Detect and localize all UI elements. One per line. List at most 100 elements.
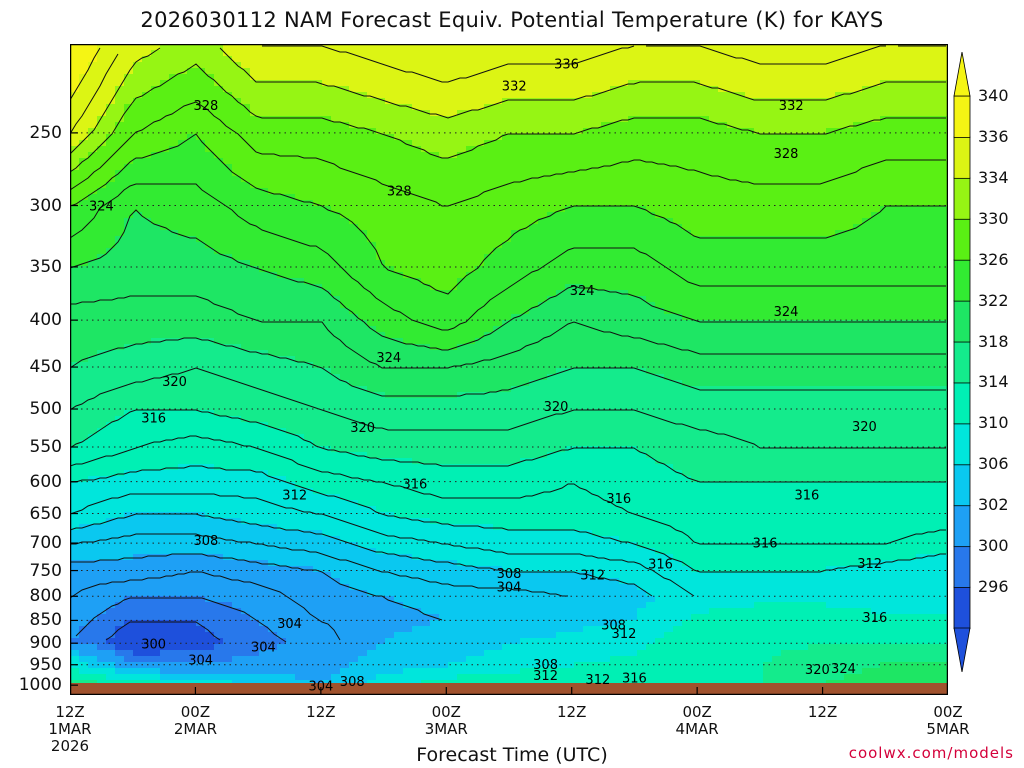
contour-label: 320 [852, 420, 877, 435]
contour-value-labels: 3363323323283283283243243243243203203203… [89, 57, 887, 694]
x-tick-label-line: 4MAR [675, 720, 719, 738]
colorbar-swatch [953, 300, 971, 343]
colorbar-label-310: 310 [978, 413, 1009, 433]
x-tick-label-line: 12Z [807, 703, 838, 721]
contour-label: 316 [606, 492, 631, 507]
ground-strip [70, 683, 948, 695]
y-tick-label-1000: 1000 [18, 675, 62, 696]
colorbar-swatch [953, 422, 971, 466]
colorbar-label-318: 318 [978, 331, 1009, 351]
y-tick-label-500: 500 [29, 399, 62, 420]
x-tick-label: 00Z 3MAR [406, 704, 486, 755]
colorbar-label-330: 330 [978, 208, 1009, 228]
axis-ticks [70, 132, 948, 695]
contour-label: 308 [340, 675, 365, 690]
contour-330 [70, 133, 946, 295]
contour-label: 308 [193, 534, 218, 549]
colorbar-label-326: 326 [978, 249, 1009, 269]
contour-label: 304 [277, 617, 302, 632]
colorbar-label-314: 314 [978, 372, 1009, 392]
contour-label: 332 [779, 99, 804, 114]
contour-320 [70, 367, 946, 449]
y-tick-label-550: 550 [29, 436, 62, 457]
colorbar-top-arrow [953, 52, 971, 97]
x-axis-title: Forecast Time (UTC) [416, 744, 608, 766]
x-tick-label-line [783, 721, 863, 738]
contour-300 [105, 621, 221, 641]
contour-label: 312 [857, 557, 882, 572]
colorbar-swatch [953, 504, 971, 548]
x-tick-label-line: 00Z [431, 703, 461, 721]
contour-label: 316 [648, 558, 673, 573]
colorbar-label-334: 334 [978, 167, 1009, 187]
contour-338 [70, 45, 946, 135]
contour-label: 324 [376, 351, 401, 366]
contour-label: 320 [805, 663, 830, 678]
y-tick-label-950: 950 [29, 654, 62, 675]
x-tick-label-line: 3MAR [424, 720, 468, 738]
colorbar-swatch [953, 463, 971, 507]
x-tick-label-line: 00Z [933, 703, 963, 721]
contour-label: 324 [570, 284, 595, 299]
colorbar-label-336: 336 [978, 126, 1009, 146]
y-tick-label-700: 700 [29, 533, 62, 554]
y-tick-label-850: 850 [29, 610, 62, 631]
y-tick-label-750: 750 [29, 560, 62, 581]
contour-310 [70, 513, 653, 597]
contour-314 [70, 465, 946, 573]
colorbar-swatch [953, 259, 971, 302]
contour-324 [70, 295, 946, 369]
contour-302 [75, 597, 287, 643]
x-tick-label-line: 1MAR [48, 720, 92, 738]
colorbar-swatch [953, 341, 971, 384]
contour-312 [70, 493, 695, 597]
colorbar-bottom-arrow [953, 627, 971, 672]
colorbar-label-302: 302 [978, 495, 1009, 515]
y-tick-label-900: 900 [29, 633, 62, 654]
colorbar [953, 52, 971, 672]
contour-label: 328 [774, 147, 799, 162]
contour-334 [70, 63, 946, 173]
contour-308 [70, 533, 568, 597]
contour-label: 312 [580, 568, 605, 583]
contour-label: 328 [387, 185, 412, 200]
x-tick-label-line: 00Z [682, 703, 712, 721]
x-tick-label-line [532, 721, 612, 738]
x-tick-label: 00Z 4MAR [657, 704, 737, 755]
plot-area: 336 332 332 328 328 328 324 324 324 324 320 320 320 3… [70, 44, 948, 695]
contour-318 [70, 409, 946, 483]
colorbar-swatch [953, 177, 971, 220]
x-tick-label: 00Z 2MAR [155, 704, 235, 755]
colorbar-label-300: 300 [978, 536, 1009, 556]
colorbar-swatch [953, 136, 971, 179]
contour-label: 312 [585, 673, 610, 688]
contour-label: 328 [193, 99, 218, 114]
x-tick-label-line: 12Z [306, 703, 336, 721]
contour-label: 316 [403, 478, 428, 493]
contour-label: 308 [497, 567, 522, 582]
x-tick-label-line: 2026 [50, 737, 90, 755]
theta-e-field [70, 44, 948, 695]
contour-label: 308 [533, 658, 558, 673]
contour-label: 316 [753, 537, 778, 552]
x-tick-label: 12Z [532, 704, 612, 755]
y-tick-label-400: 400 [29, 310, 62, 331]
contour-label: 304 [251, 641, 276, 656]
x-tick-label-line: 12Z [557, 703, 587, 721]
x-tick-label-line: 5MAR [926, 720, 970, 738]
plot-svg: 3363323323283283283243243243243203203203… [70, 44, 948, 695]
contour-label: 316 [794, 489, 819, 504]
contour-322 [70, 337, 946, 397]
contour-label: 324 [774, 305, 799, 320]
colorbar-swatch [953, 382, 971, 425]
contour-label: 320 [544, 400, 569, 415]
x-tick-label: 12Z [783, 704, 863, 755]
colorbar-swatch [953, 545, 971, 588]
site-credit[interactable]: coolwx.com/models [848, 744, 1014, 762]
contour-label: 316 [622, 672, 647, 687]
x-tick-label: 00Z 5MAR [908, 704, 988, 755]
contour-label: 320 [350, 421, 375, 436]
colorbar-swatch [953, 218, 971, 261]
y-tick-label-250: 250 [29, 122, 62, 143]
